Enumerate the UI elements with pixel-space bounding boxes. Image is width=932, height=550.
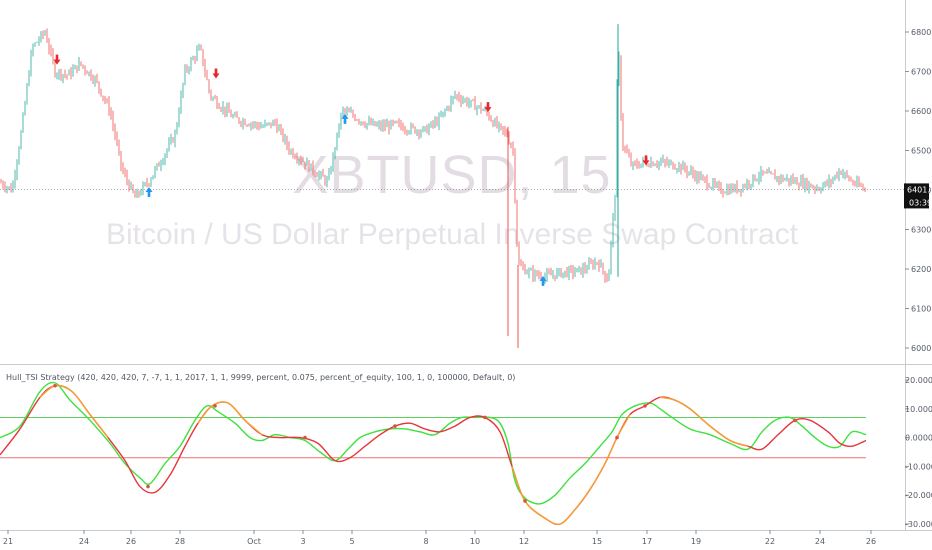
time-tick-label: Oct — [247, 537, 261, 546]
price-tick-label: 6800.0 — [911, 28, 932, 37]
price-tick-label: 6600.0 — [911, 107, 932, 116]
indicator-slow-line — [0, 384, 867, 526]
time-tick-label: 12 — [519, 537, 529, 546]
time-tick-label: 28 — [175, 537, 185, 546]
sell-arrow-icon — [53, 54, 61, 65]
indicator-tick-label: 0.0000 — [905, 434, 932, 443]
buy-arrow-icon — [341, 113, 349, 124]
price-tick-label: 6300.0 — [911, 226, 932, 235]
crossover-dot — [213, 404, 217, 408]
price-tick-label: 6200.0 — [911, 265, 932, 274]
price-tick-label: 6100.0 — [911, 305, 932, 314]
indicator-orange-segment — [511, 414, 631, 526]
signals-group — [53, 54, 650, 286]
sell-arrow-icon — [484, 102, 492, 113]
watermark-symbol: XBTUSD, 15 — [292, 145, 611, 205]
sell-arrow-icon — [212, 68, 220, 79]
countdown-timer: 03:39 — [909, 198, 932, 207]
indicator-orange-segment — [197, 401, 263, 436]
last-price-tag-box — [904, 183, 929, 209]
last-price-value: 6401.5 — [907, 185, 932, 194]
time-axis[interactable]: 21 24 26 28 Oct 3 5 8 10 12 15 17 19 22 24 26 — [0, 530, 932, 546]
time-tick-label: 26 — [866, 537, 876, 546]
indicator-lines-group — [0, 381, 867, 526]
indicator-fast-line — [0, 381, 867, 505]
time-tick-label: 19 — [691, 537, 701, 546]
crossover-dot — [615, 435, 619, 440]
price-pane[interactable]: XBTUSD, 15 Bitcoin / US Dollar Perpetual… — [0, 0, 905, 364]
candles-group — [0, 24, 866, 348]
time-tick-label: 8 — [423, 537, 428, 546]
indicator-tick-label: -20.0000 — [905, 491, 932, 500]
crossover-dot — [393, 424, 397, 428]
time-tick-label: 5 — [349, 537, 354, 546]
indicator-tick-label: -30.0000 — [905, 520, 932, 529]
price-tick-label: 6000.0 — [911, 344, 932, 353]
time-tick-label: 10 — [470, 537, 480, 546]
time-tick-label: 24 — [79, 537, 89, 546]
buy-arrow-icon — [539, 275, 547, 286]
indicator-tick-label: -10.0000 — [905, 462, 932, 471]
crossover-dot — [53, 383, 57, 388]
crossover-dot — [643, 404, 647, 408]
time-tick-label: 24 — [815, 537, 825, 546]
price-tick-label: 6500.0 — [911, 147, 932, 156]
last-price-tag: 6401.5 03:39 — [904, 183, 932, 209]
crossover-dot — [303, 435, 307, 440]
indicator-axis-ticks: 20.0000 10.0000 0.0000 -10.0000 -20.0000 -30.… — [905, 376, 932, 529]
indicator-tick-label: 20.0000 — [905, 376, 932, 385]
indicator-orange-segment — [39, 384, 109, 439]
crossover-dot — [483, 415, 487, 420]
price-axis[interactable]: 6800.06700.06600.06500.06400.06300.06200… — [904, 0, 932, 530]
time-tick-label: 17 — [642, 537, 652, 546]
indicator-pane[interactable]: Hull_TSI Strategy (420, 420, 420, 7, -7,… — [0, 373, 867, 526]
indicator-orange-segment — [659, 396, 749, 447]
price-tick-label: 6700.0 — [911, 68, 932, 77]
crossover-dot — [793, 418, 797, 423]
crossover-dot — [146, 484, 150, 489]
time-tick-label: 22 — [765, 537, 775, 546]
watermark-description: Bitcoin / US Dollar Perpetual Inverse Sw… — [106, 218, 799, 251]
time-tick-label: 15 — [592, 537, 602, 546]
indicator-tick-label: 10.0000 — [905, 405, 932, 414]
crossover-dot — [523, 499, 527, 503]
time-tick-label: 3 — [300, 537, 305, 546]
sell-arrow-icon — [642, 155, 650, 166]
time-axis-ticks: 21 24 26 28 Oct 3 5 8 10 12 15 17 19 22 24 26 — [3, 530, 876, 546]
time-tick-label: 26 — [126, 537, 136, 546]
indicator-title[interactable]: Hull_TSI Strategy (420, 420, 420, 7, -7,… — [6, 373, 515, 382]
time-tick-label: 21 — [3, 537, 13, 546]
